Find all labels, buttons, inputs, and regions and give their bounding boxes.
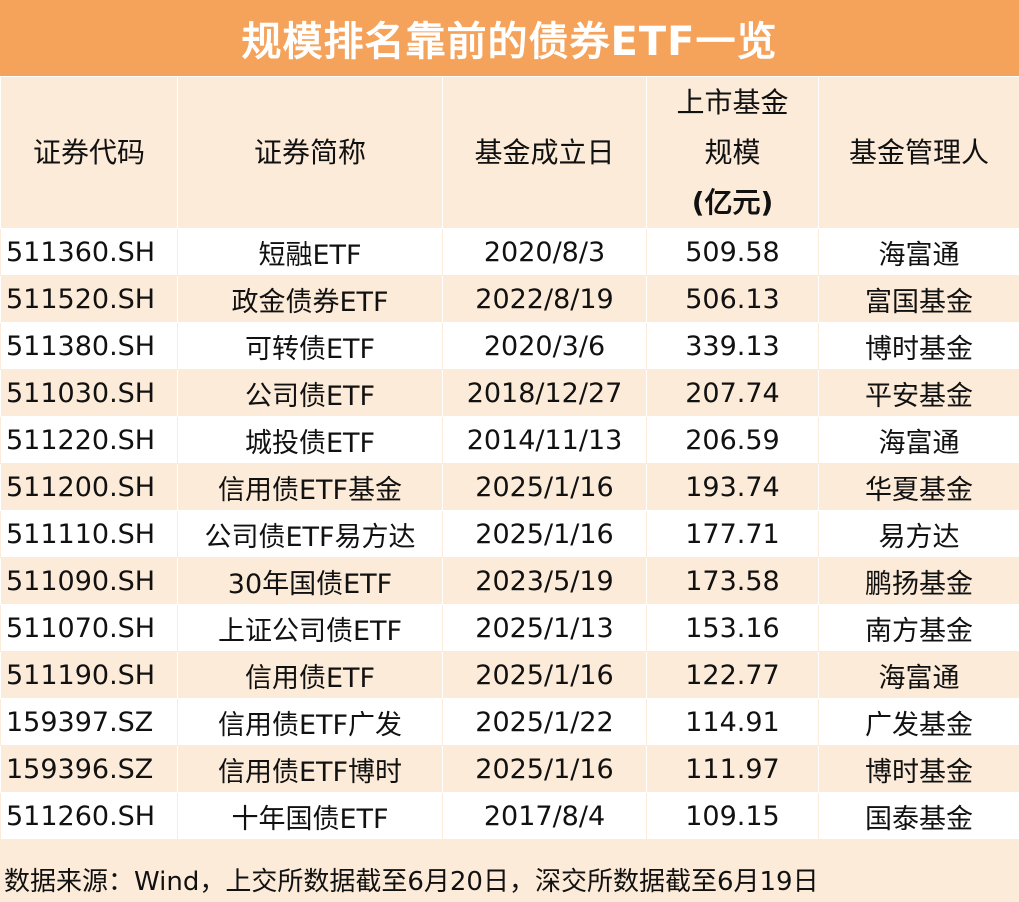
cell-name: 十年国债ETF	[177, 792, 443, 840]
cell-scale: 114.91	[646, 698, 819, 746]
cell-date: 2025/1/16	[442, 745, 647, 793]
table-row: 511190.SH 信用债ETF 2025/1/16 122.77 海富通	[0, 651, 1019, 699]
cell-name: 政金债券ETF	[177, 275, 443, 323]
cell-scale: 206.59	[646, 416, 819, 464]
cell-scale: 153.16	[646, 604, 819, 652]
header-scale-line1: 上市基金	[676, 85, 789, 119]
etf-table: 证券代码 证券简称 基金成立日 上市基金 规模 (亿元) 基金管理人 51136…	[0, 76, 1019, 840]
data-source-note: 数据来源：Wind，上交所数据截至6月20日，深交所数据截至6月19日	[0, 857, 1019, 902]
cell-scale: 111.97	[646, 745, 819, 793]
header-name: 证券简称	[177, 76, 443, 229]
cell-manager: 华夏基金	[818, 463, 1019, 511]
table-row: 511030.SH 公司债ETF 2018/12/27 207.74 平安基金	[0, 369, 1019, 417]
cell-code: 511090.SH	[0, 557, 178, 605]
cell-manager: 海富通	[818, 651, 1019, 699]
cell-manager: 国泰基金	[818, 792, 1019, 840]
header-scale: 上市基金 规模 (亿元)	[646, 76, 819, 229]
cell-date: 2023/5/19	[442, 557, 647, 605]
cell-date: 2025/1/13	[442, 604, 647, 652]
cell-manager: 博时基金	[818, 322, 1019, 370]
table-row: 511090.SH 30年国债ETF 2023/5/19 173.58 鹏扬基金	[0, 557, 1019, 605]
cell-code: 511520.SH	[0, 275, 178, 323]
header-code: 证券代码	[0, 76, 178, 229]
table-row: 511220.SH 城投债ETF 2014/11/13 206.59 海富通	[0, 416, 1019, 464]
cell-date: 2020/3/6	[442, 322, 647, 370]
table-row: 511520.SH 政金债券ETF 2022/8/19 506.13 富国基金	[0, 275, 1019, 323]
cell-code: 511110.SH	[0, 510, 178, 558]
header-scale-line2: 规模	[704, 135, 761, 169]
cell-name: 公司债ETF易方达	[177, 510, 443, 558]
cell-name: 可转债ETF	[177, 322, 443, 370]
cell-name: 信用债ETF	[177, 651, 443, 699]
cell-code: 511260.SH	[0, 792, 178, 840]
cell-code: 159396.SZ	[0, 745, 178, 793]
cell-manager: 广发基金	[818, 698, 1019, 746]
table-row: 159396.SZ 信用债ETF博时 2025/1/16 111.97 博时基金	[0, 745, 1019, 793]
cell-scale: 109.15	[646, 792, 819, 840]
cell-scale: 173.58	[646, 557, 819, 605]
cell-manager: 海富通	[818, 416, 1019, 464]
cell-scale: 122.77	[646, 651, 819, 699]
cell-name: 城投债ETF	[177, 416, 443, 464]
cell-name: 上证公司债ETF	[177, 604, 443, 652]
cell-scale: 509.58	[646, 228, 819, 276]
cell-date: 2025/1/22	[442, 698, 647, 746]
cell-code: 511360.SH	[0, 228, 178, 276]
cell-manager: 平安基金	[818, 369, 1019, 417]
cell-manager: 海富通	[818, 228, 1019, 276]
cell-manager: 博时基金	[818, 745, 1019, 793]
cell-name: 30年国债ETF	[177, 557, 443, 605]
cell-date: 2025/1/16	[442, 651, 647, 699]
cell-date: 2014/11/13	[442, 416, 647, 464]
cell-manager: 富国基金	[818, 275, 1019, 323]
table-title: 规模排名靠前的债券ETF一览	[0, 0, 1019, 76]
cell-scale: 339.13	[646, 322, 819, 370]
cell-name: 公司债ETF	[177, 369, 443, 417]
table-body: 511360.SH 短融ETF 2020/8/3 509.58 海富通 511520.SH…	[0, 228, 1019, 840]
cell-date: 2020/8/3	[442, 228, 647, 276]
table-row: 511110.SH 公司债ETF易方达 2025/1/16 177.71 易方达	[0, 510, 1019, 558]
cell-name: 信用债ETF基金	[177, 463, 443, 511]
cell-scale: 193.74	[646, 463, 819, 511]
cell-code: 511200.SH	[0, 463, 178, 511]
cell-name: 信用债ETF博时	[177, 745, 443, 793]
cell-code: 511190.SH	[0, 651, 178, 699]
header-manager: 基金管理人	[818, 76, 1019, 229]
cell-code: 511070.SH	[0, 604, 178, 652]
cell-date: 2018/12/27	[442, 369, 647, 417]
cell-date: 2025/1/16	[442, 510, 647, 558]
cell-manager: 易方达	[818, 510, 1019, 558]
cell-date: 2017/8/4	[442, 792, 647, 840]
cell-name: 信用债ETF广发	[177, 698, 443, 746]
table-header: 证券代码 证券简称 基金成立日 上市基金 规模 (亿元) 基金管理人	[0, 76, 1019, 229]
cell-code: 511220.SH	[0, 416, 178, 464]
header-row: 证券代码 证券简称 基金成立日 上市基金 规模 (亿元) 基金管理人	[0, 76, 1019, 229]
cell-manager: 南方基金	[818, 604, 1019, 652]
header-scale-line3: (亿元)	[691, 185, 774, 219]
cell-scale: 177.71	[646, 510, 819, 558]
table-row: 511360.SH 短融ETF 2020/8/3 509.58 海富通	[0, 228, 1019, 276]
cell-date: 2022/8/19	[442, 275, 647, 323]
table-row: 159397.SZ 信用债ETF广发 2025/1/22 114.91 广发基金	[0, 698, 1019, 746]
cell-code: 511380.SH	[0, 322, 178, 370]
table-row: 511200.SH 信用债ETF基金 2025/1/16 193.74 华夏基金	[0, 463, 1019, 511]
cell-name: 短融ETF	[177, 228, 443, 276]
header-date: 基金成立日	[442, 76, 647, 229]
cell-code: 511030.SH	[0, 369, 178, 417]
cell-scale: 506.13	[646, 275, 819, 323]
cell-scale: 207.74	[646, 369, 819, 417]
table-row: 511380.SH 可转债ETF 2020/3/6 339.13 博时基金	[0, 322, 1019, 370]
cell-code: 159397.SZ	[0, 698, 178, 746]
table-row: 511260.SH 十年国债ETF 2017/8/4 109.15 国泰基金	[0, 792, 1019, 840]
cell-date: 2025/1/16	[442, 463, 647, 511]
cell-manager: 鹏扬基金	[818, 557, 1019, 605]
table-row: 511070.SH 上证公司债ETF 2025/1/13 153.16 南方基金	[0, 604, 1019, 652]
